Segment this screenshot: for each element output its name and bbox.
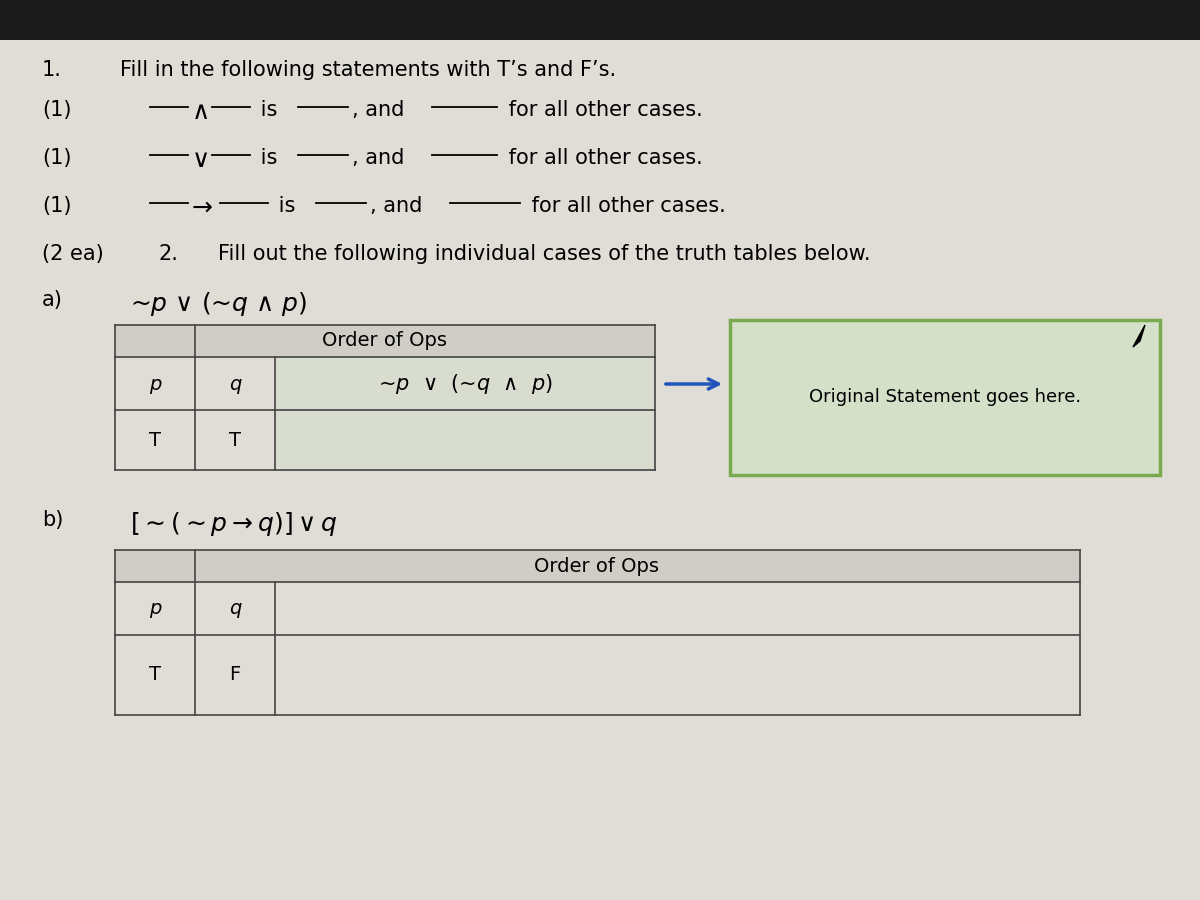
Text: T: T — [149, 665, 161, 685]
Text: Fill out the following individual cases of the truth tables below.: Fill out the following individual cases … — [218, 244, 870, 264]
Text: F: F — [229, 665, 241, 685]
Text: T: T — [149, 430, 161, 449]
Bar — [0, 0, 1200, 40]
Polygon shape — [1133, 325, 1145, 347]
Bar — [115, 550, 1080, 582]
Text: →: → — [192, 196, 214, 220]
Text: a): a) — [42, 290, 62, 310]
Text: is: is — [254, 148, 284, 168]
Text: ~$p$  $\vee$  (~$q$  $\wedge$  $p$): ~$p$ $\vee$ (~$q$ $\wedge$ $p$) — [378, 372, 552, 396]
Text: for all other cases.: for all other cases. — [526, 196, 726, 216]
Text: is: is — [254, 100, 284, 120]
Bar — [115, 325, 655, 470]
Text: p: p — [149, 374, 161, 393]
Text: (1): (1) — [42, 100, 72, 120]
Text: Order of Ops: Order of Ops — [534, 556, 660, 575]
Text: T: T — [229, 430, 241, 449]
Text: Fill in the following statements with T’s and F’s.: Fill in the following statements with T’… — [120, 60, 616, 80]
Bar — [275, 357, 655, 470]
Text: , and: , and — [352, 100, 410, 120]
Text: (1): (1) — [42, 196, 72, 216]
Text: p: p — [149, 599, 161, 618]
Text: ~$p$ $\vee$ (~$q$ $\wedge$ $p$): ~$p$ $\vee$ (~$q$ $\wedge$ $p$) — [130, 290, 307, 318]
Text: ∨: ∨ — [192, 148, 210, 172]
Text: is: is — [272, 196, 302, 216]
Text: 1.: 1. — [42, 60, 62, 80]
Text: ∧: ∧ — [192, 100, 210, 124]
Bar — [730, 320, 1160, 475]
Text: q: q — [229, 599, 241, 618]
Text: , and: , and — [370, 196, 430, 216]
Text: , and: , and — [352, 148, 410, 168]
Text: Original Statement goes here.: Original Statement goes here. — [809, 389, 1081, 407]
Text: $[\sim(\sim p \rightarrow q)] \vee q$: $[\sim(\sim p \rightarrow q)] \vee q$ — [130, 510, 337, 538]
Text: 2.: 2. — [158, 244, 178, 264]
Text: (1): (1) — [42, 148, 72, 168]
Text: Order of Ops: Order of Ops — [323, 331, 448, 350]
Text: for all other cases.: for all other cases. — [502, 100, 703, 120]
Text: for all other cases.: for all other cases. — [502, 148, 703, 168]
Text: (2 ea): (2 ea) — [42, 244, 103, 264]
Text: b): b) — [42, 510, 64, 530]
Bar — [115, 325, 655, 357]
Bar — [115, 550, 1080, 715]
Text: q: q — [229, 374, 241, 393]
